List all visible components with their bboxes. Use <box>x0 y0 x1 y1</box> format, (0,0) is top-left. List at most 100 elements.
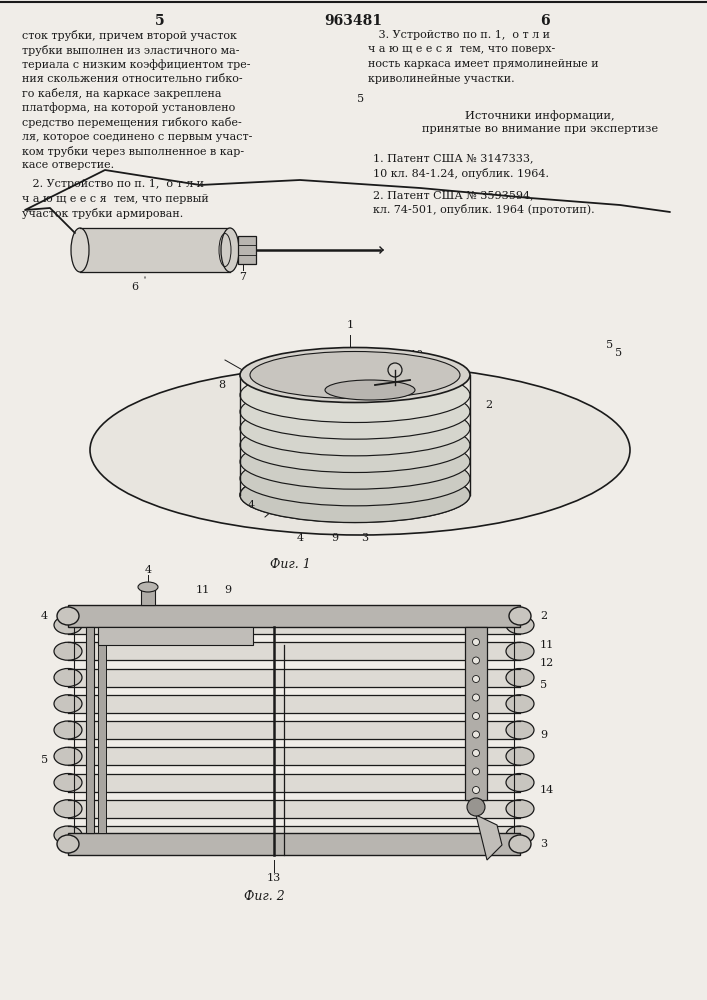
Text: касе отверстие.: касе отверстие. <box>22 160 114 170</box>
Ellipse shape <box>54 721 82 739</box>
Text: ч а ю щ е е с я  тем, что первый: ч а ю щ е е с я тем, что первый <box>22 194 209 204</box>
Text: ком трубки через выполненное в кар-: ком трубки через выполненное в кар- <box>22 146 244 157</box>
Ellipse shape <box>57 607 79 625</box>
Text: 11: 11 <box>196 585 210 595</box>
Ellipse shape <box>240 434 470 489</box>
Text: 1: 1 <box>346 320 354 330</box>
Polygon shape <box>68 668 520 686</box>
Ellipse shape <box>240 418 470 473</box>
Text: Фиг. 1: Фиг. 1 <box>269 558 310 571</box>
Text: криволинейные участки.: криволинейные участки. <box>368 74 515 84</box>
Text: 11: 11 <box>420 378 434 388</box>
Circle shape <box>472 768 479 775</box>
Ellipse shape <box>54 826 82 844</box>
Text: платформа, на которой установлено: платформа, на которой установлено <box>22 103 235 113</box>
Ellipse shape <box>57 835 79 853</box>
Ellipse shape <box>506 826 534 844</box>
Ellipse shape <box>54 774 82 792</box>
Text: ля, которое соединено с первым участ-: ля, которое соединено с первым участ- <box>22 131 252 141</box>
Ellipse shape <box>90 365 630 535</box>
Ellipse shape <box>54 747 82 765</box>
Text: го кабеля, на каркасе закреплена: го кабеля, на каркасе закреплена <box>22 88 221 99</box>
Text: 4: 4 <box>41 611 48 621</box>
Ellipse shape <box>240 384 470 439</box>
Circle shape <box>472 750 479 756</box>
Text: 4: 4 <box>296 533 303 543</box>
Circle shape <box>388 363 402 377</box>
Bar <box>98 627 253 645</box>
Text: Источники информации,: Источники информации, <box>465 110 615 121</box>
Ellipse shape <box>54 616 82 634</box>
Circle shape <box>472 694 479 701</box>
Polygon shape <box>68 642 520 660</box>
Text: средство перемещения гибкого кабе-: средство перемещения гибкого кабе- <box>22 117 242 128</box>
Text: 12: 12 <box>540 658 554 668</box>
Circle shape <box>472 657 479 664</box>
Text: 5: 5 <box>607 340 614 350</box>
Circle shape <box>472 731 479 738</box>
Text: ния скольжения относительно гибко-: ния скольжения относительно гибко- <box>22 74 243 84</box>
Text: 10: 10 <box>410 350 424 360</box>
Text: ность каркаса имеет прямолинейные и: ность каркаса имеет прямолинейные и <box>368 59 599 69</box>
Text: 4: 4 <box>144 565 151 575</box>
Text: принятые во внимание при экспертизе: принятые во внимание при экспертизе <box>422 124 658 134</box>
Ellipse shape <box>54 642 82 660</box>
Polygon shape <box>80 228 230 272</box>
Ellipse shape <box>71 228 89 272</box>
Ellipse shape <box>506 800 534 818</box>
Text: 6: 6 <box>540 14 550 28</box>
Bar <box>86 627 94 833</box>
Text: 2: 2 <box>485 400 492 410</box>
Circle shape <box>472 639 479 646</box>
Text: ч а ю щ е е с я  тем, что поверх-: ч а ю щ е е с я тем, что поверх- <box>368 44 555 54</box>
Text: кл. 74-501, опублик. 1964 (прототип).: кл. 74-501, опублик. 1964 (прототип). <box>373 204 595 215</box>
Text: 11: 11 <box>540 640 554 650</box>
Ellipse shape <box>506 721 534 739</box>
Text: 9: 9 <box>224 585 232 595</box>
Text: 3: 3 <box>540 839 547 849</box>
Ellipse shape <box>325 380 415 400</box>
Polygon shape <box>476 815 502 860</box>
Ellipse shape <box>506 668 534 686</box>
Bar <box>238 236 256 264</box>
Text: 9: 9 <box>540 730 547 740</box>
Text: 10 кл. 84-1.24, опублик. 1964.: 10 кл. 84-1.24, опублик. 1964. <box>373 168 549 179</box>
Ellipse shape <box>240 451 470 506</box>
Text: 4: 4 <box>248 500 255 510</box>
Polygon shape <box>68 774 520 792</box>
Text: 963481: 963481 <box>324 14 382 28</box>
Text: участок трубки армирован.: участок трубки армирован. <box>22 208 183 219</box>
Polygon shape <box>68 721 520 739</box>
Circle shape <box>472 786 479 794</box>
Bar <box>465 627 487 800</box>
Ellipse shape <box>506 642 534 660</box>
Text: 8: 8 <box>218 380 225 390</box>
Ellipse shape <box>54 695 82 713</box>
Circle shape <box>472 676 479 682</box>
Text: 2. Устройство по п. 1,  о т л и –: 2. Устройство по п. 1, о т л и – <box>22 179 213 189</box>
Text: 6: 6 <box>132 282 139 292</box>
Ellipse shape <box>240 401 470 456</box>
Circle shape <box>472 712 479 720</box>
Ellipse shape <box>240 348 470 402</box>
Text: 5: 5 <box>357 94 364 104</box>
Text: 5: 5 <box>41 755 48 765</box>
Polygon shape <box>68 695 520 713</box>
Text: 14: 14 <box>540 785 554 795</box>
Text: 5: 5 <box>615 348 622 358</box>
Ellipse shape <box>509 607 531 625</box>
Polygon shape <box>68 616 520 634</box>
Ellipse shape <box>506 774 534 792</box>
Ellipse shape <box>250 352 460 398</box>
Text: 1. Патент США № 3147333,: 1. Патент США № 3147333, <box>373 153 534 163</box>
Text: сток трубки, причем второй участок: сток трубки, причем второй участок <box>22 30 237 41</box>
Text: 5: 5 <box>540 680 547 690</box>
Text: трубки выполнен из эластичного ма-: трубки выполнен из эластичного ма- <box>22 44 240 55</box>
Ellipse shape <box>54 668 82 686</box>
Bar <box>98 645 106 833</box>
Text: 9: 9 <box>332 533 339 543</box>
Text: 13: 13 <box>267 873 281 883</box>
Ellipse shape <box>138 582 158 592</box>
Ellipse shape <box>240 468 470 522</box>
Text: 2. Патент США № 3593594,: 2. Патент США № 3593594, <box>373 190 534 200</box>
